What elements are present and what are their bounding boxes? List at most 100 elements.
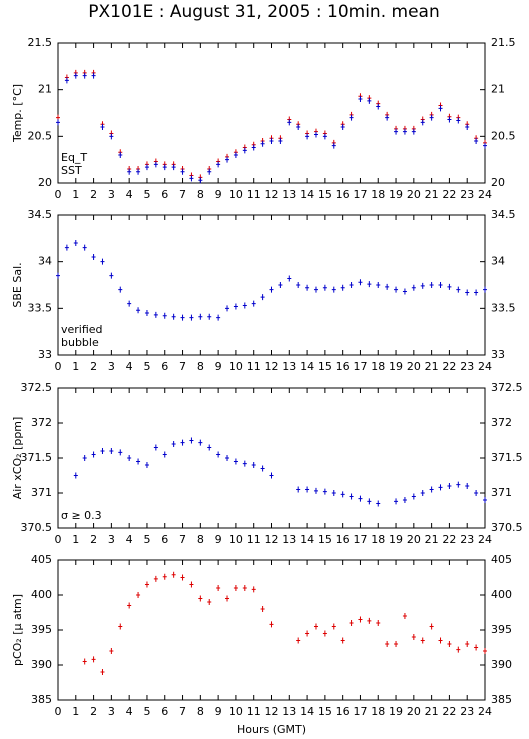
data-point [358, 279, 363, 286]
x-tick-label: 4 [126, 533, 133, 546]
data-point [331, 286, 336, 293]
data-point [313, 487, 318, 494]
data-point [322, 630, 327, 637]
data-point [465, 483, 470, 489]
data-point [394, 286, 399, 293]
data-point [260, 140, 265, 147]
x-tick-label: 8 [197, 533, 204, 546]
x-tick-label: 13 [282, 360, 296, 373]
x-tick-label: 22 [442, 188, 456, 201]
x-tick-label: 11 [247, 188, 261, 201]
data-point [171, 164, 176, 171]
data-point [429, 282, 434, 288]
data-point [367, 97, 372, 104]
data-point [127, 455, 132, 461]
x-tick-label: 12 [265, 360, 279, 373]
x-tick-label: 24 [478, 533, 492, 546]
x-tick-label: 11 [247, 360, 261, 373]
data-point [483, 648, 487, 654]
y-tick-label-right: 385 [491, 693, 512, 706]
x-tick-label: 24 [478, 188, 492, 201]
data-point [189, 581, 194, 588]
y-tick-label-right: 20 [491, 176, 505, 189]
x-tick-label: 21 [425, 188, 439, 201]
x-tick-label: 21 [425, 533, 439, 546]
data-point [91, 254, 96, 260]
data-point [180, 168, 185, 175]
x-tick-label: 1 [72, 188, 79, 201]
y-tick-label-right: 372.5 [491, 381, 523, 394]
x-tick-label: 10 [229, 533, 243, 546]
data-point [465, 124, 470, 130]
data-point [100, 258, 105, 265]
x-tick-label: 23 [460, 705, 474, 718]
data-point [82, 244, 87, 251]
data-point [367, 498, 372, 505]
y-tick-label-right: 33.5 [491, 301, 516, 314]
data-point [411, 128, 416, 135]
data-point [313, 131, 318, 138]
data-point [296, 282, 301, 288]
data-point [474, 644, 479, 651]
y-tick-label-right: 371 [491, 486, 512, 499]
data-point [260, 465, 265, 472]
data-point [100, 669, 105, 675]
y-tick-label: 371 [31, 486, 52, 499]
data-point [385, 641, 390, 647]
data-point [136, 168, 141, 175]
data-point [376, 620, 381, 626]
data-point [394, 128, 399, 135]
data-point [420, 637, 425, 644]
x-tick-label: 24 [478, 360, 492, 373]
data-point [144, 310, 149, 316]
data-point [153, 575, 158, 582]
x-tick-label: 12 [265, 188, 279, 201]
data-point [465, 641, 470, 647]
data-point [109, 448, 114, 454]
data-point [189, 437, 194, 444]
legend-note: bubble [61, 336, 99, 349]
data-point [162, 573, 167, 580]
data-point [420, 119, 425, 126]
data-point [385, 114, 390, 121]
data-point [100, 124, 105, 130]
data-point [287, 119, 292, 126]
data-point [162, 164, 167, 171]
data-point [207, 444, 212, 451]
x-tick-label: 7 [179, 188, 186, 201]
x-tick-label: 8 [197, 360, 204, 373]
data-point [136, 307, 141, 314]
data-point [305, 133, 310, 140]
data-point [305, 630, 310, 637]
x-tick-label: 16 [336, 705, 350, 718]
data-point [331, 623, 336, 630]
data-point [296, 637, 301, 644]
data-point [260, 606, 265, 612]
plot-frame [57, 559, 486, 701]
x-tick-label: 10 [229, 360, 243, 373]
data-point [420, 490, 425, 496]
data-point [109, 272, 114, 279]
y-tick-label-right: 34 [491, 255, 505, 268]
x-tick-label: 5 [143, 188, 150, 201]
data-point [385, 283, 390, 290]
x-tick-label: 9 [215, 705, 222, 718]
x-tick-label: 0 [55, 188, 62, 201]
data-point [233, 152, 238, 158]
data-point [376, 103, 381, 110]
data-point [269, 138, 274, 144]
x-tick-label: 18 [371, 188, 385, 201]
data-point [56, 272, 60, 279]
data-point [180, 574, 185, 581]
data-point [242, 585, 247, 591]
x-tick-label: 19 [389, 705, 403, 718]
x-tick-label: 16 [336, 188, 350, 201]
x-tick-label: 17 [353, 360, 367, 373]
data-point [242, 147, 247, 154]
data-point [483, 286, 487, 293]
y-tick-label-right: 33 [491, 348, 505, 361]
data-point [91, 451, 96, 458]
data-point [144, 581, 149, 588]
y-tick-label: 405 [31, 553, 52, 566]
data-point [198, 595, 203, 602]
